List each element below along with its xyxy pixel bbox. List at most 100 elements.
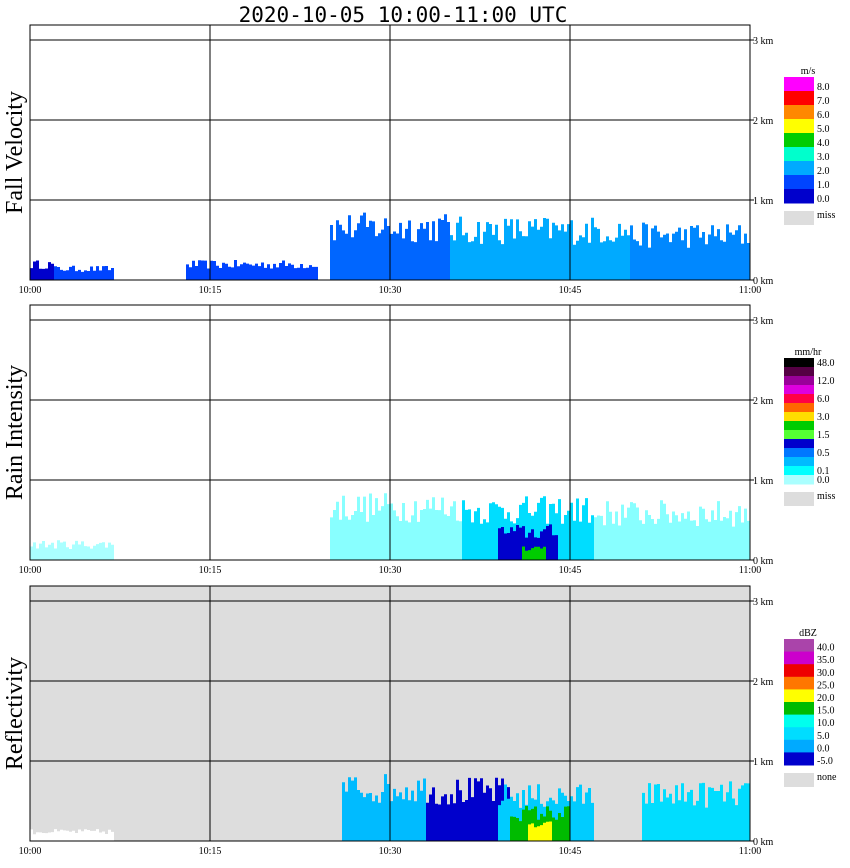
echo-region-1 xyxy=(30,829,114,841)
x-tick-label: 10:45 xyxy=(559,565,582,576)
x-tick-label: 10:30 xyxy=(379,285,402,296)
legend-swatch xyxy=(784,189,814,204)
legend-swatch xyxy=(784,421,814,431)
legend-missing-label: miss xyxy=(817,491,835,502)
legend-swatch xyxy=(784,175,814,190)
legend-value: 7.0 xyxy=(817,96,830,107)
legend-swatch xyxy=(784,727,814,741)
y-tick-label: 3 km xyxy=(753,316,774,327)
panel-3: 0 km 1 km 2 km 3 km 10:00 10:15 10:30 10:45 11:0… xyxy=(2,585,837,857)
y-tick-label: 2 km xyxy=(753,116,774,127)
legend-swatch xyxy=(784,394,814,404)
y-tick-label: 1 km xyxy=(753,757,774,768)
legend-swatch xyxy=(784,147,814,162)
echo-region-5 xyxy=(522,546,546,560)
x-tick-label: 11:00 xyxy=(739,285,761,296)
legend-value: 15.0 xyxy=(817,706,835,717)
legend-value: 40.0 xyxy=(817,643,835,654)
legend-swatch xyxy=(784,639,814,653)
x-tick-label: 10:15 xyxy=(199,285,222,296)
y-tick-label: 1 km xyxy=(753,196,774,207)
echo-region-2 xyxy=(342,774,429,841)
legend-value: 12.0 xyxy=(817,376,835,387)
legend-swatch xyxy=(784,676,814,690)
legend-swatch xyxy=(784,475,814,485)
echo-region-2 xyxy=(330,493,462,560)
y-tick-label: 3 km xyxy=(753,36,774,47)
echo-region-6 xyxy=(594,500,750,560)
legend-unit: mm/hr xyxy=(795,347,822,358)
panel-2: 0 km 1 km 2 km 3 km 10:00 10:15 10:30 10:45 11:0… xyxy=(2,304,835,576)
echo-region-5 xyxy=(510,806,570,841)
echo-region-6 xyxy=(630,222,750,280)
y-tick-label: 1 km xyxy=(753,476,774,487)
echo-region-2 xyxy=(54,265,114,280)
legend-swatch xyxy=(784,739,814,753)
legend-value: 30.0 xyxy=(817,668,835,679)
x-tick-label: 10:30 xyxy=(379,846,402,857)
panel-ylabel: Fall Velocity xyxy=(2,91,28,214)
legend-swatch xyxy=(784,457,814,467)
legend-value: 3.0 xyxy=(817,412,830,423)
y-tick-label: 0 km xyxy=(753,837,774,848)
y-tick-label: 3 km xyxy=(753,597,774,608)
plot-frame xyxy=(29,585,751,842)
panel-ylabel: Reflectivity xyxy=(2,657,28,770)
legend-swatch xyxy=(784,91,814,106)
y-tick-label: 2 km xyxy=(753,396,774,407)
legend-swatch xyxy=(784,752,814,766)
legend-value: 6.0 xyxy=(817,394,830,405)
legend-swatch xyxy=(784,133,814,148)
x-tick-label: 10:15 xyxy=(199,565,222,576)
plot-frame xyxy=(29,24,751,281)
legend-unit: dBZ xyxy=(799,628,817,639)
legend-value: 0.0 xyxy=(817,743,830,754)
y-tick-label: 2 km xyxy=(753,677,774,688)
panel-ylabel: Rain Intensity xyxy=(2,365,28,500)
legend-value: 0.0 xyxy=(817,475,830,486)
y-tick-label: 0 km xyxy=(753,556,774,567)
legend-value: 20.0 xyxy=(817,693,835,704)
legend-swatch xyxy=(784,385,814,395)
legend-value: 48.0 xyxy=(817,358,835,369)
plot-frame xyxy=(29,304,751,561)
x-tick-label: 10:00 xyxy=(19,565,42,576)
legend-swatch xyxy=(784,430,814,440)
echo-region-1 xyxy=(30,260,54,280)
legend-unit: m/s xyxy=(801,66,816,77)
legend-swatch xyxy=(784,702,814,716)
legend-value: 5.0 xyxy=(817,731,830,742)
legend-value: 1.0 xyxy=(817,180,830,191)
echo-region-6 xyxy=(528,821,552,841)
legend-value: 0.1 xyxy=(817,466,830,477)
legend-swatch xyxy=(784,412,814,422)
echo-region-7 xyxy=(642,781,750,841)
y-tick-label: 0 km xyxy=(753,276,774,287)
echo-region-5 xyxy=(450,216,630,280)
legend-swatch xyxy=(784,105,814,120)
legend-swatch xyxy=(784,664,814,678)
x-tick-label: 11:00 xyxy=(739,846,761,857)
legend-missing-label: none xyxy=(817,772,837,783)
legend-value: 35.0 xyxy=(817,655,835,666)
legend-swatch xyxy=(784,439,814,449)
legend-swatch xyxy=(784,119,814,134)
legend-value: 2.0 xyxy=(817,166,830,177)
legend-missing-swatch xyxy=(784,773,814,787)
figure-title: 2020-10-05 10:00-11:00 UTC xyxy=(239,3,568,27)
x-tick-label: 11:00 xyxy=(739,565,761,576)
legend-swatch xyxy=(784,689,814,703)
legend-swatch xyxy=(784,466,814,476)
legend-value: 6.0 xyxy=(817,110,830,121)
x-tick-label: 10:00 xyxy=(19,285,42,296)
x-tick-label: 10:45 xyxy=(559,285,582,296)
legend-swatch xyxy=(784,358,814,368)
echo-region-3 xyxy=(426,777,510,841)
x-tick-label: 10:30 xyxy=(379,565,402,576)
legend-missing-swatch xyxy=(784,492,814,506)
panel-1: 0 km 1 km 2 km 3 km 10:00 10:15 10:30 10:45 11:0… xyxy=(2,24,835,296)
legend-value: 5.0 xyxy=(817,124,830,135)
legend-swatch xyxy=(784,403,814,413)
legend-swatch xyxy=(784,714,814,728)
